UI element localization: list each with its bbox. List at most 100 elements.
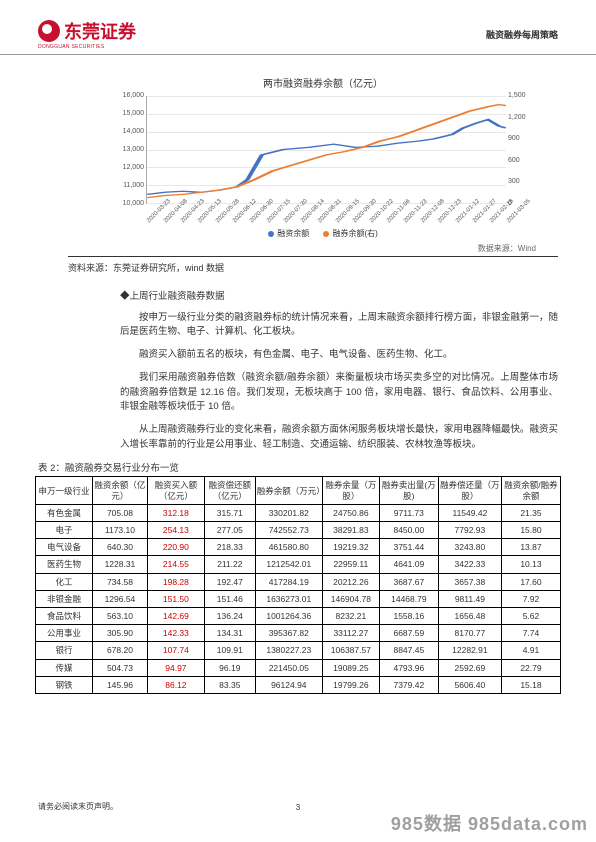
table-cell: 19799.26 (322, 676, 379, 693)
table-cell: 7.92 (501, 590, 560, 607)
page-header: 东莞证券 DONGGUAN SECURITIES 融资融券每周策略 (0, 0, 596, 55)
table-row: 公用事业305.90142.33134.31395367.8233112.276… (36, 625, 561, 642)
body-paragraph: 融资买入额前五名的板块，有色金属、电子、电气设备、医药生物、化工。 (120, 348, 558, 363)
table-cell: 4793.96 (379, 659, 438, 676)
table-cell: 221450.05 (255, 659, 322, 676)
table-cell: 151.46 (204, 590, 255, 607)
table-cell: 医药生物 (36, 556, 93, 573)
table-cell: 417284.19 (255, 573, 322, 590)
table-cell: 94.97 (147, 659, 204, 676)
table-cell: 312.18 (147, 504, 204, 521)
section-heading: ◆上周行业融资融券数据 (120, 290, 558, 305)
table-cell: 食品饮料 (36, 607, 93, 624)
table-cell: 化工 (36, 573, 93, 590)
table-row: 钢铁145.9686.1283.3596124.9419799.267379.4… (36, 676, 561, 693)
table-cell: 19219.32 (322, 539, 379, 556)
table-cell: 1296.54 (92, 590, 147, 607)
table-cell: 电子 (36, 522, 93, 539)
table-row: 银行678.20107.74109.911380227.23106387.578… (36, 642, 561, 659)
table-cell: 15.18 (501, 676, 560, 693)
table-cell: 电气设备 (36, 539, 93, 556)
table-cell: 742552.73 (255, 522, 322, 539)
header-right-text: 融资融券每周策略 (486, 28, 558, 41)
chart-plot (146, 96, 506, 204)
chart-source: 数据来源：Wind (0, 243, 536, 254)
table-cell: 38291.83 (322, 522, 379, 539)
table-cell: 151.50 (147, 590, 204, 607)
table-cell: 12282.91 (438, 642, 501, 659)
table-cell: 14468.79 (379, 590, 438, 607)
table-cell: 33112.27 (322, 625, 379, 642)
table-cell: 公用事业 (36, 625, 93, 642)
body-text: ◆上周行业融资融券数据 按申万一级行业分类的融资融券标的统计情况来看，上周末融资… (120, 290, 558, 452)
table-row: 食品饮料563.10142.69136.241001264.368232.211… (36, 607, 561, 624)
table-header-cell: 申万一级行业 (36, 477, 93, 504)
table-cell: 非银金融 (36, 590, 93, 607)
logo-text: 东莞证券 (64, 18, 136, 44)
table-cell: 1001264.36 (255, 607, 322, 624)
table-cell: 22959.11 (322, 556, 379, 573)
table-cell: 83.35 (204, 676, 255, 693)
table-cell: 142.33 (147, 625, 204, 642)
table-cell: 134.31 (204, 625, 255, 642)
body-paragraph: 按申万一级行业分类的融资融券标的统计情况来看，上周末融资余额排行榜方面，非银金融… (120, 311, 558, 340)
page-number: 3 (296, 803, 300, 812)
table-cell: 5606.40 (438, 676, 501, 693)
table-cell: 7.74 (501, 625, 560, 642)
table-cell: 96.19 (204, 659, 255, 676)
table-cell: 7792.93 (438, 522, 501, 539)
table-cell: 146904.78 (322, 590, 379, 607)
table-cell: 678.20 (92, 642, 147, 659)
table-cell: 8232.21 (322, 607, 379, 624)
logo-icon (38, 20, 60, 42)
body-paragraph: 从上周融资融券行业的变化来看，融资余额方面休闲服务板块增长最快，家用电器降幅最快… (120, 423, 558, 452)
table-cell: 1636273.01 (255, 590, 322, 607)
table-cell: 277.05 (204, 522, 255, 539)
table-cell: 15.80 (501, 522, 560, 539)
table-row: 有色金属705.08312.18315.71330201.8224750.869… (36, 504, 561, 521)
table-cell: 198.28 (147, 573, 204, 590)
x-axis-labels: 2020-03-232020-04-082020-04-232020-05-13… (146, 220, 506, 226)
table-row: 医药生物1228.31214.55211.221212542.0122959.1… (36, 556, 561, 573)
table-cell: 109.91 (204, 642, 255, 659)
table-cell: 1558.16 (379, 607, 438, 624)
table-cell: 21.35 (501, 504, 560, 521)
table-cell: 145.96 (92, 676, 147, 693)
table-cell: 19089.25 (322, 659, 379, 676)
table-cell: 315.71 (204, 504, 255, 521)
industry-table: 申万一级行业融资余额（亿元）融资买入额（亿元）融资偿还额（亿元）融券余额（万元）… (35, 476, 561, 693)
table-cell: 11549.42 (438, 504, 501, 521)
table-cell: 6687.59 (379, 625, 438, 642)
table-cell: 1212542.01 (255, 556, 322, 573)
table-row: 电子1173.10254.13277.05742552.7338291.8384… (36, 522, 561, 539)
table-cell: 4.91 (501, 642, 560, 659)
chart-legend: 融资余额 融券余额(右) (110, 228, 536, 239)
table-cell: 220.90 (147, 539, 204, 556)
table-row: 传媒504.7394.9796.19221450.0519089.254793.… (36, 659, 561, 676)
table-header-cell: 融资余额/融券余额 (501, 477, 560, 504)
table-row: 化工734.58198.28192.47417284.1920212.26368… (36, 573, 561, 590)
table-cell: 17.60 (501, 573, 560, 590)
table-cell: 20212.26 (322, 573, 379, 590)
table-cell: 传媒 (36, 659, 93, 676)
table-cell: 10.13 (501, 556, 560, 573)
table-cell: 461580.80 (255, 539, 322, 556)
table-row: 非银金融1296.54151.50151.461636273.01146904.… (36, 590, 561, 607)
chart-block: 两市融资融券余额（亿元） 16,00015,00014,00013,00012,… (110, 75, 536, 239)
table-cell: 504.73 (92, 659, 147, 676)
table-cell: 7379.42 (379, 676, 438, 693)
chart-area: 16,00015,00014,00013,00012,00011,00010,0… (110, 96, 536, 226)
table-cell: 1173.10 (92, 522, 147, 539)
table-header-cell: 融券余量（万股） (322, 477, 379, 504)
table-cell: 705.08 (92, 504, 147, 521)
table-cell: 9711.73 (379, 504, 438, 521)
table-cell: 银行 (36, 642, 93, 659)
table-cell: 106387.57 (322, 642, 379, 659)
table-cell: 22.79 (501, 659, 560, 676)
table-cell: 9811.49 (438, 590, 501, 607)
table-cell: 1380227.23 (255, 642, 322, 659)
table-cell: 254.13 (147, 522, 204, 539)
legend-item-1: 融资余额 (268, 228, 309, 239)
table-cell: 734.58 (92, 573, 147, 590)
table-cell: 有色金属 (36, 504, 93, 521)
